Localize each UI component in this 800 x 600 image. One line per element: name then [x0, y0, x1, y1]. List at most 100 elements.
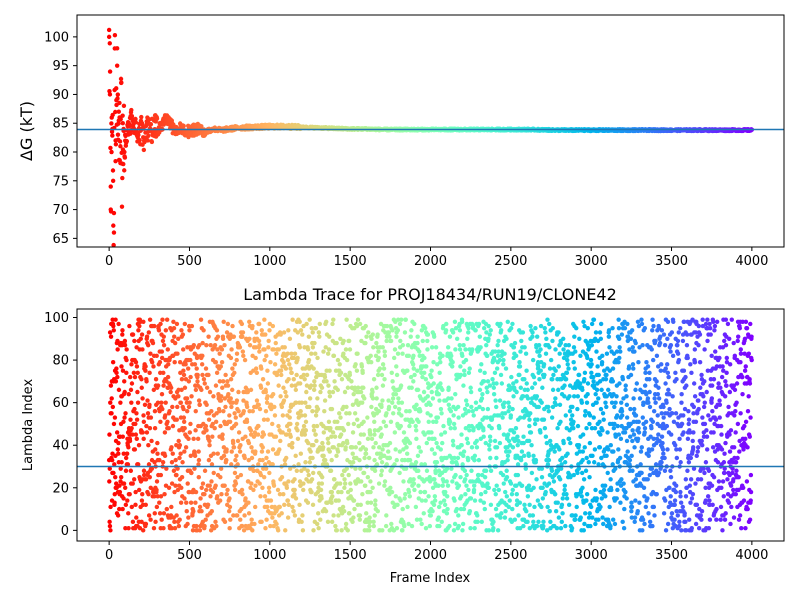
lambda-point — [309, 325, 314, 331]
lambda-point — [556, 330, 561, 335]
lambda-point — [510, 487, 515, 493]
lambda-point — [458, 474, 463, 480]
lambda-point — [324, 379, 329, 384]
lambda-point — [133, 489, 138, 495]
lambda-point — [219, 394, 224, 399]
lambda-point — [205, 502, 211, 508]
y-tick-label: 75 — [52, 174, 69, 189]
delta-g-point — [120, 175, 125, 181]
lambda-point — [249, 455, 255, 461]
lambda-point — [517, 372, 522, 378]
lambda-point — [281, 360, 286, 365]
lambda-point — [227, 526, 232, 531]
lambda-point — [548, 438, 553, 444]
lambda-point — [221, 319, 226, 324]
lambda-point — [108, 504, 113, 510]
lambda-point — [224, 447, 229, 452]
lambda-point — [438, 500, 443, 505]
lambda-point — [415, 368, 420, 373]
lambda-point — [107, 330, 113, 335]
lambda-point — [152, 425, 158, 431]
lambda-point — [299, 413, 304, 418]
lambda-point — [562, 460, 568, 465]
lambda-point — [442, 502, 448, 508]
lambda-point — [117, 483, 122, 488]
lambda-point — [299, 468, 304, 473]
lambda-point — [381, 366, 387, 371]
lambda-point — [398, 338, 403, 344]
lambda-point — [466, 408, 471, 414]
lambda-point — [558, 419, 563, 425]
lambda-point — [413, 504, 419, 510]
delta-g-point — [128, 131, 133, 136]
delta-g-point — [120, 121, 125, 126]
lambda-point — [265, 417, 270, 422]
lambda-point — [534, 477, 539, 482]
delta-g-point — [129, 114, 135, 119]
lambda-point — [390, 396, 396, 401]
lambda-point — [405, 342, 411, 348]
lambda-point — [435, 415, 441, 420]
lambda-point — [574, 504, 579, 510]
lambda-point — [196, 449, 201, 454]
lambda-point — [503, 509, 508, 514]
lambda-point — [172, 489, 177, 495]
lambda-point — [366, 330, 371, 335]
lambda-point — [388, 419, 394, 425]
lambda-point — [300, 528, 306, 533]
delta-g-point — [111, 242, 116, 248]
lambda-point — [316, 330, 322, 335]
lambda-point — [526, 483, 532, 488]
y-tick-label: 70 — [52, 203, 69, 218]
lambda-point — [340, 472, 345, 478]
lambda-point — [346, 338, 352, 344]
lambda-point — [391, 411, 396, 416]
lambda-point — [333, 523, 338, 529]
lambda-point — [468, 526, 473, 531]
lambda-point — [353, 362, 358, 367]
lambda-point — [193, 428, 198, 433]
lambda-point — [541, 523, 546, 529]
lambda-point — [121, 496, 126, 501]
lambda-point — [304, 389, 309, 395]
lambda-point — [394, 457, 399, 463]
lambda-point — [143, 364, 148, 369]
lambda-point — [522, 502, 527, 508]
lambda-point — [406, 521, 411, 527]
lambda-point — [564, 370, 570, 376]
y-tick-label: 85 — [52, 117, 69, 132]
lambda-point — [149, 466, 155, 471]
lambda-point — [276, 383, 281, 388]
lambda-point — [341, 351, 346, 356]
lambda-point — [383, 423, 389, 429]
lambda-point — [196, 462, 201, 467]
lambda-point — [259, 366, 264, 371]
lambda-point — [271, 347, 277, 352]
lambda-point — [159, 349, 165, 354]
lambda-point — [301, 372, 306, 378]
lambda-point — [427, 523, 433, 529]
lambda-point — [223, 404, 228, 410]
lambda-point — [528, 411, 533, 416]
lambda-point — [515, 462, 521, 467]
lambda-point — [190, 528, 196, 533]
lambda-point — [564, 496, 570, 501]
delta-g-point — [121, 103, 127, 108]
lambda-point — [318, 487, 324, 493]
lambda-point — [567, 408, 573, 414]
delta-g-point — [148, 122, 154, 127]
lambda-point — [317, 321, 322, 327]
lambda-point — [423, 377, 429, 382]
lambda-point — [262, 347, 267, 352]
lambda-point — [201, 377, 207, 382]
lambda-point — [358, 502, 363, 508]
lambda-point — [375, 372, 381, 378]
lambda-point — [265, 504, 270, 510]
lambda-point — [431, 334, 437, 339]
lambda-point — [146, 491, 151, 497]
lambda-point — [207, 443, 212, 448]
lambda-point — [194, 355, 200, 361]
lambda-point — [550, 338, 555, 344]
lambda-point — [532, 381, 538, 386]
lambda-point — [542, 425, 548, 431]
